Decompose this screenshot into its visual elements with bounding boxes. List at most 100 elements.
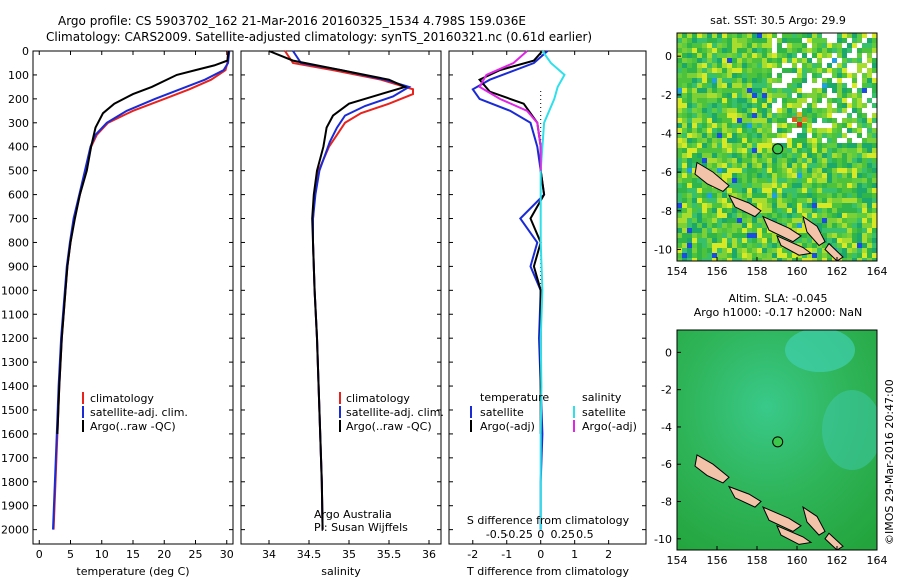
sst-cell [712,108,717,113]
sst-cell [857,128,862,133]
sst-cell [857,133,862,138]
sst-cell [767,233,772,238]
sst-cell [852,238,857,243]
sst-cell [797,78,802,83]
sst-cell [717,243,722,248]
x-tick-label: 0 [537,548,544,561]
sst-cell [812,58,817,63]
sst-cell [702,193,707,198]
sst-cell [792,78,797,83]
sst-cell [797,158,802,163]
sst-cell [712,68,717,73]
sst-cell [737,48,742,53]
sst-cell [692,238,697,243]
sst-cell [827,63,832,68]
sst-cell [717,48,722,53]
sst-cell [852,98,857,103]
sst-cell [727,93,732,98]
sst-cell [832,203,837,208]
sst-cell [852,133,857,138]
sst-cell [832,93,837,98]
sst-cell [697,93,702,98]
sst-cell [867,38,872,43]
sst-cell [757,53,762,58]
sst-cell [722,228,727,233]
t-difference-xlabel: T difference from climatology [466,565,629,578]
sst-cell [677,203,682,208]
sst-cell [777,258,782,261]
sst-cell [792,213,797,218]
sst-cell [692,123,697,128]
sst-cell [842,253,847,258]
sst-cell [837,38,842,43]
sst-cell [722,208,727,213]
sst-cell [737,173,742,178]
sst-cell [767,78,772,83]
sst-cell [752,88,757,93]
sst-cell [692,158,697,163]
sst-cell [757,258,762,261]
sst-cell [862,53,867,58]
sst-cell [742,143,747,148]
sst-cell [772,118,777,123]
sst-cell [702,123,707,128]
sst-cell [802,203,807,208]
sst-cell [792,103,797,108]
sst-cell [692,93,697,98]
sst-cell [817,198,822,203]
sst-cell [777,153,782,158]
sst-cell [737,68,742,73]
sst-cell [682,193,687,198]
series-line [52,50,229,530]
sst-cell [722,58,727,63]
sst-cell [742,198,747,203]
sst-cell [717,198,722,203]
lat-tick-label: -6 [661,458,672,471]
legend-t-argo: Argo(-adj) [480,420,535,433]
sst-cell [842,178,847,183]
sst-cell [747,33,752,38]
sst-cell [872,103,877,108]
sst-cell [852,228,857,233]
sst-cell [827,148,832,153]
sst-cell [832,218,837,223]
sst-cell [857,73,862,78]
sst-cell [792,93,797,98]
sst-cell [782,203,787,208]
sst-cell [827,193,832,198]
sst-cell [787,103,792,108]
sst-cell [682,58,687,63]
sst-cell [712,98,717,103]
sst-cell [862,88,867,93]
sst-cell [862,193,867,198]
sst-cell [822,103,827,108]
island [727,194,762,218]
sst-cell [712,88,717,93]
sst-cell [857,113,862,118]
sst-cell [682,118,687,123]
sst-cell [852,33,857,38]
temperature-xlabel: temperature (deg C) [76,565,189,578]
sst-cell [777,78,782,83]
sst-cell [697,238,702,243]
sst-cell [747,123,752,128]
sst-cell [852,233,857,238]
lat-tick-label: -2 [661,384,672,397]
sst-cell [732,178,737,183]
sst-cell [752,43,757,48]
sst-cell [822,258,827,261]
sst-cell [772,168,777,173]
sst-cell [722,248,727,253]
sst-cell [822,153,827,158]
sst-cell [692,33,697,38]
sst-cell [827,258,832,261]
sst-cell [777,133,782,138]
sst-cell [742,33,747,38]
sst-cell [682,248,687,253]
sst-cell [847,148,852,153]
sst-cell [737,248,742,253]
sla-map-title-1: Altim. SLA: -0.045 [728,292,827,305]
sst-cell [817,158,822,163]
sst-cell [742,153,747,158]
sst-cell [787,253,792,258]
